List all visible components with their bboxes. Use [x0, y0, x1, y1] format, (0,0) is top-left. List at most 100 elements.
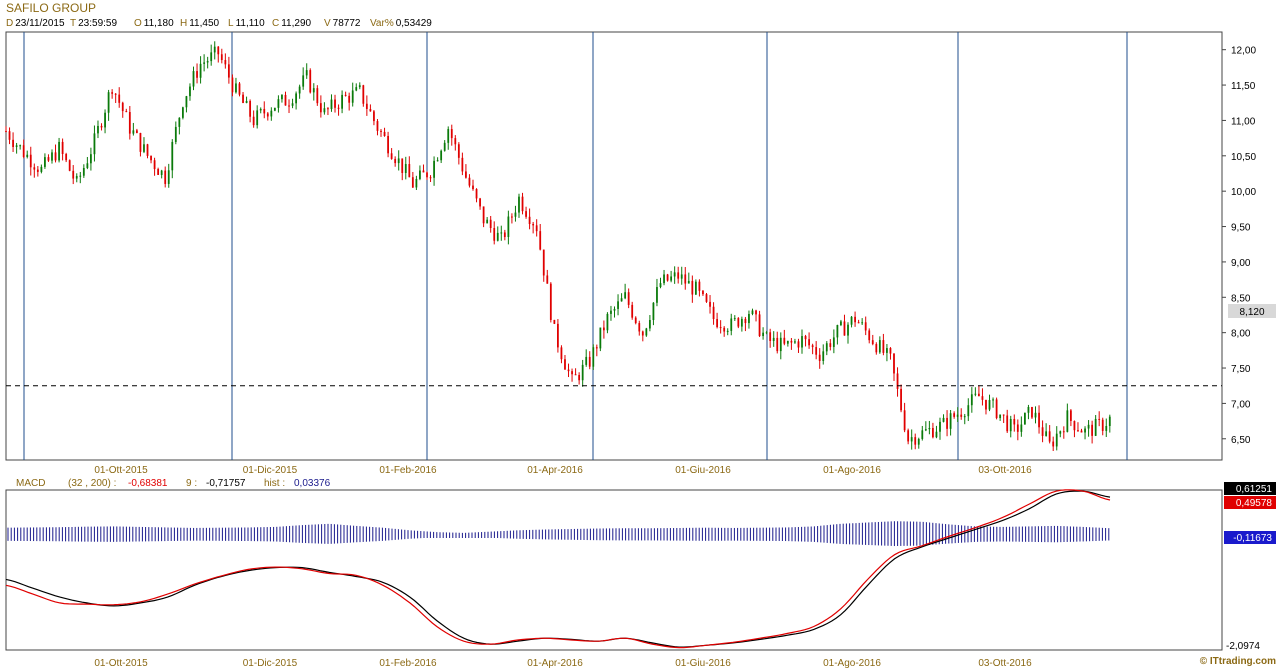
- candle-body: [1101, 419, 1104, 431]
- candle-body: [567, 369, 570, 372]
- candle-body: [751, 310, 754, 314]
- candle-body: [907, 430, 910, 442]
- candle-body: [26, 154, 29, 157]
- candle-body: [553, 319, 556, 324]
- candle-body: [1031, 407, 1033, 418]
- candle-body: [705, 294, 708, 302]
- candle-body: [227, 64, 230, 78]
- candle-body: [914, 437, 917, 445]
- candle-body: [93, 133, 96, 155]
- candle-body: [164, 170, 167, 184]
- candle-body: [578, 375, 581, 381]
- candle-body: [1059, 431, 1062, 434]
- candle-body: [419, 170, 421, 179]
- candle-body: [698, 281, 701, 291]
- candle-body: [493, 228, 496, 241]
- price-xtick-2: 01-Feb-2016: [379, 465, 437, 476]
- candle-body: [189, 86, 191, 97]
- candle-body: [599, 327, 602, 349]
- candle-body: [107, 92, 110, 113]
- candle-body: [1094, 418, 1097, 436]
- candle-body: [808, 339, 810, 346]
- candle-body: [443, 142, 446, 151]
- candle-body: [19, 145, 22, 147]
- candle-body: [139, 132, 142, 152]
- hist-label: hist :: [264, 478, 285, 489]
- candle-body: [871, 340, 874, 345]
- candle-body: [309, 70, 312, 93]
- candle-body: [847, 324, 849, 336]
- header-field-4: L 11,110: [228, 18, 265, 29]
- price-xtick-5: 01-Ago-2016: [823, 465, 881, 476]
- candle-body: [595, 347, 598, 349]
- candle-body: [549, 283, 552, 320]
- candle-body: [468, 177, 471, 186]
- macd-histogram: [7, 521, 1110, 547]
- candle-body: [666, 274, 669, 281]
- candle-body: [249, 100, 252, 117]
- candle-body: [344, 94, 347, 96]
- candle-body: [206, 61, 209, 63]
- candle-body: [733, 318, 736, 320]
- candle-body: [210, 52, 213, 62]
- candle-body: [574, 374, 577, 376]
- candle-body: [1087, 424, 1090, 429]
- candle-body: [256, 110, 259, 126]
- candle-body: [730, 318, 733, 331]
- candle-body: [394, 158, 397, 164]
- candle-body: [327, 108, 329, 110]
- candle-body: [967, 405, 970, 417]
- candle-body: [627, 292, 630, 305]
- candle-body: [525, 211, 527, 217]
- candle-body: [716, 319, 719, 328]
- candle-body: [546, 275, 549, 284]
- candle-body: [832, 337, 835, 347]
- candle-body: [981, 396, 984, 400]
- candle-body: [801, 336, 803, 348]
- candle-body: [804, 336, 807, 340]
- candle-body: [51, 152, 53, 161]
- candle-body: [861, 322, 864, 324]
- candle-body: [1034, 412, 1037, 418]
- macd-value: -0,68381: [128, 478, 168, 489]
- candle-body: [680, 274, 683, 279]
- macd-bottom-tick: -2,0974: [1226, 641, 1260, 652]
- candle-body: [829, 343, 832, 347]
- candle-body: [985, 399, 987, 410]
- candle-body: [288, 105, 290, 107]
- candle-body: [1066, 410, 1069, 432]
- candle-body: [411, 177, 414, 188]
- macd-right-tag-0: 0,61251: [1236, 484, 1273, 495]
- candle-body: [953, 413, 956, 417]
- candle-body: [58, 141, 60, 161]
- candle-body: [65, 153, 68, 161]
- macd-xtick-2: 01-Feb-2016: [379, 658, 437, 668]
- candle-body: [36, 169, 39, 172]
- macd-right-tag-2: -0,11673: [1233, 533, 1272, 544]
- candle-body: [719, 327, 722, 329]
- candle-body: [772, 337, 775, 341]
- candle-body: [518, 196, 520, 213]
- candle-body: [670, 276, 673, 281]
- candle-body: [351, 90, 354, 103]
- candle-body: [1069, 410, 1072, 421]
- candle-body: [921, 430, 924, 439]
- candle-body: [213, 46, 216, 53]
- signal-line: [5, 489, 1111, 649]
- candle-body: [854, 316, 856, 323]
- candle-body: [72, 170, 75, 179]
- candle-body: [362, 85, 365, 104]
- candle-body: [652, 302, 655, 321]
- candle-body: [426, 172, 428, 178]
- candle-body: [1091, 424, 1094, 436]
- candle-body: [769, 332, 772, 341]
- candle-body: [482, 206, 485, 224]
- macd-right-labels: 0,61251 0,49578 -0,11673: [1224, 482, 1276, 544]
- macd-indicator-label: MACD: [16, 478, 45, 489]
- candle-body: [1062, 431, 1065, 433]
- candle-body: [334, 99, 336, 108]
- price-ytick-3: 10,50: [1231, 152, 1256, 163]
- macd-xtick-1: 01-Dic-2015: [243, 658, 298, 668]
- candle-body: [277, 99, 280, 108]
